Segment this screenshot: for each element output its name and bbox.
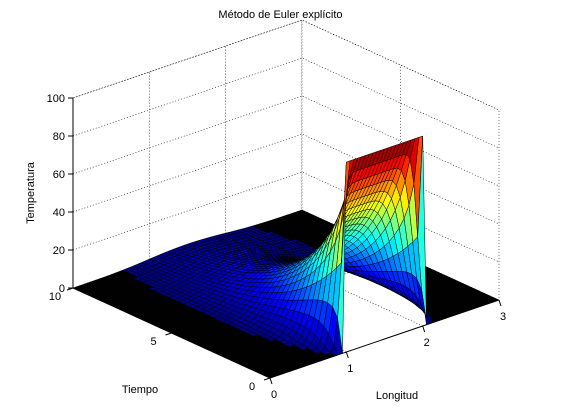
surface-mesh [72, 135, 500, 379]
y-tick-label: 5 [150, 336, 156, 348]
x-tick-label: 1 [347, 363, 353, 375]
back-wall [72, 19, 303, 289]
x-tick-label: 0 [271, 389, 277, 401]
x-tick-mark [345, 351, 349, 359]
y-tick-label: 10 [49, 291, 61, 303]
x-tick-mark [269, 377, 273, 385]
chart-title: Método de Euler explícito [218, 9, 343, 21]
y-axis-label: Tiempo [122, 384, 158, 396]
x-tick-label: 2 [424, 337, 430, 349]
z-tick-label: 40 [53, 207, 65, 219]
z-axis-label: Temperatura [25, 161, 37, 224]
x-tick-mark [422, 325, 426, 333]
y-tick-mark [263, 377, 271, 381]
x-axis-label: Longitud [376, 390, 418, 402]
z-tick-label: 100 [47, 93, 65, 105]
z-tick-label: 60 [53, 169, 65, 181]
x-tick-label: 3 [500, 311, 506, 323]
y-tick-label: 0 [249, 381, 255, 393]
x-tick-mark [498, 299, 502, 307]
y-tick-mark [165, 332, 172, 336]
z-tick-label: 0 [59, 283, 65, 295]
x-axis-line [269, 299, 500, 379]
z-tick-label: 80 [53, 131, 65, 143]
z-tick-label: 20 [53, 245, 65, 257]
